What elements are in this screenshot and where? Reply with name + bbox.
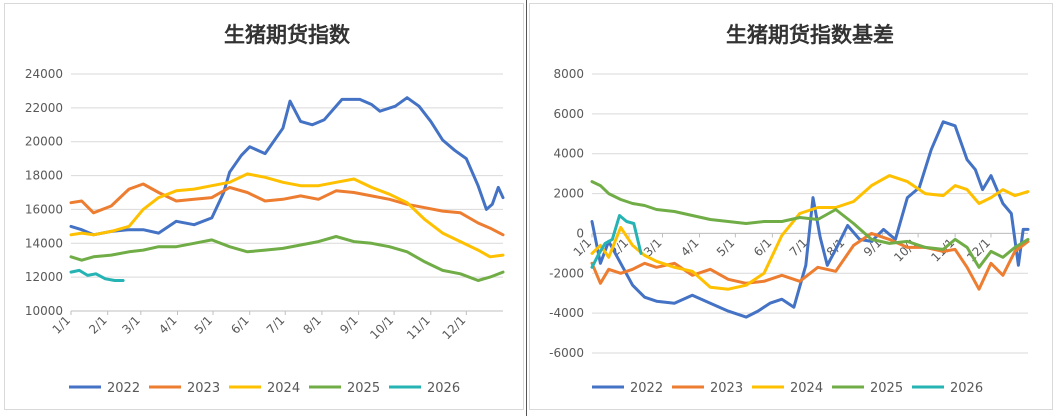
x-tick-label: 3/1 [119,313,143,337]
legend-label-2023: 2023 [187,381,220,396]
chart-panel-index: 生猪期货指数 10000 12000 14000 16000 18000 20000 2200… [4,3,524,410]
series-line-2026 [69,268,125,282]
x-tick-label: 4/1 [156,313,180,337]
futures-index-chart: 生猪期货指数 10000 12000 14000 16000 18000 20000 2200… [25,22,505,396]
x-tick-label: 1/1 [571,236,595,260]
y-tick-label: 18000 [25,169,63,183]
series-line-2025 [590,180,1030,269]
futures-basis-chart: 生猪期货指数基差 -6000 -4000 -2000 0 2000 4000 6000 8000… [549,22,1030,396]
x-tick-label: 7/1 [264,313,288,337]
x-tick-label: 11/1 [404,313,433,342]
series-line-2022 [69,96,505,237]
x-tick-label: 5/1 [192,313,216,337]
y-tick-label: 6000 [553,107,584,121]
series-line-2023 [69,182,505,237]
y-tick-label: 12000 [25,270,63,284]
legend-label-2023: 2023 [710,381,743,396]
legend-label-2022: 2022 [107,381,140,396]
y-tick-label: 22000 [25,101,63,115]
chart-title: 生猪期货指数 [224,22,351,47]
y-tick-label: 8000 [553,67,584,81]
y-tick-label: 24000 [25,67,63,81]
legend-label-2026: 2026 [950,381,983,396]
y-tick-label: 14000 [25,236,63,250]
x-tick-label: 6/1 [228,313,252,337]
series-line-2025 [69,235,505,282]
legend-label-2022: 2022 [630,381,663,396]
series-line-2023 [590,231,1030,291]
x-tick-label: 10/1 [367,313,396,342]
y-tick-label: 4000 [553,147,584,161]
y-tick-label: -6000 [549,346,584,360]
series-line-2024 [69,172,505,259]
y-tick-label: 2000 [553,187,584,201]
legend-label-2026: 2026 [427,381,460,396]
chart-panel-basis: 生猪期货指数基差 -6000 -4000 -2000 0 2000 4000 6000 8000… [529,3,1053,410]
x-tick-label: 5/1 [714,236,738,260]
x-tick-label: 8/1 [300,313,324,337]
series-line-2026 [590,214,643,269]
chart-title: 生猪期货指数基差 [726,22,894,47]
panel-divider [526,0,527,416]
y-tick-label: 10000 [25,304,63,318]
x-tick-label: 4/1 [678,236,702,260]
y-tick-label: -4000 [549,306,584,320]
y-tick-label: 20000 [25,135,63,149]
legend-label-2024: 2024 [267,381,300,396]
y-tick-label: 16000 [25,202,63,216]
series-line-2022 [590,120,1030,319]
y-tick-label: -2000 [549,266,584,280]
series-line-2024 [590,174,1030,291]
legend-label-2025: 2025 [870,381,903,396]
x-tick-label: 2/1 [86,313,110,337]
legend-label-2025: 2025 [347,381,380,396]
legend-label-2024: 2024 [790,381,823,396]
y-tick-label: 0 [576,226,584,240]
x-tick-label: 9/1 [337,313,361,337]
x-tick-label: 12/1 [439,313,468,342]
